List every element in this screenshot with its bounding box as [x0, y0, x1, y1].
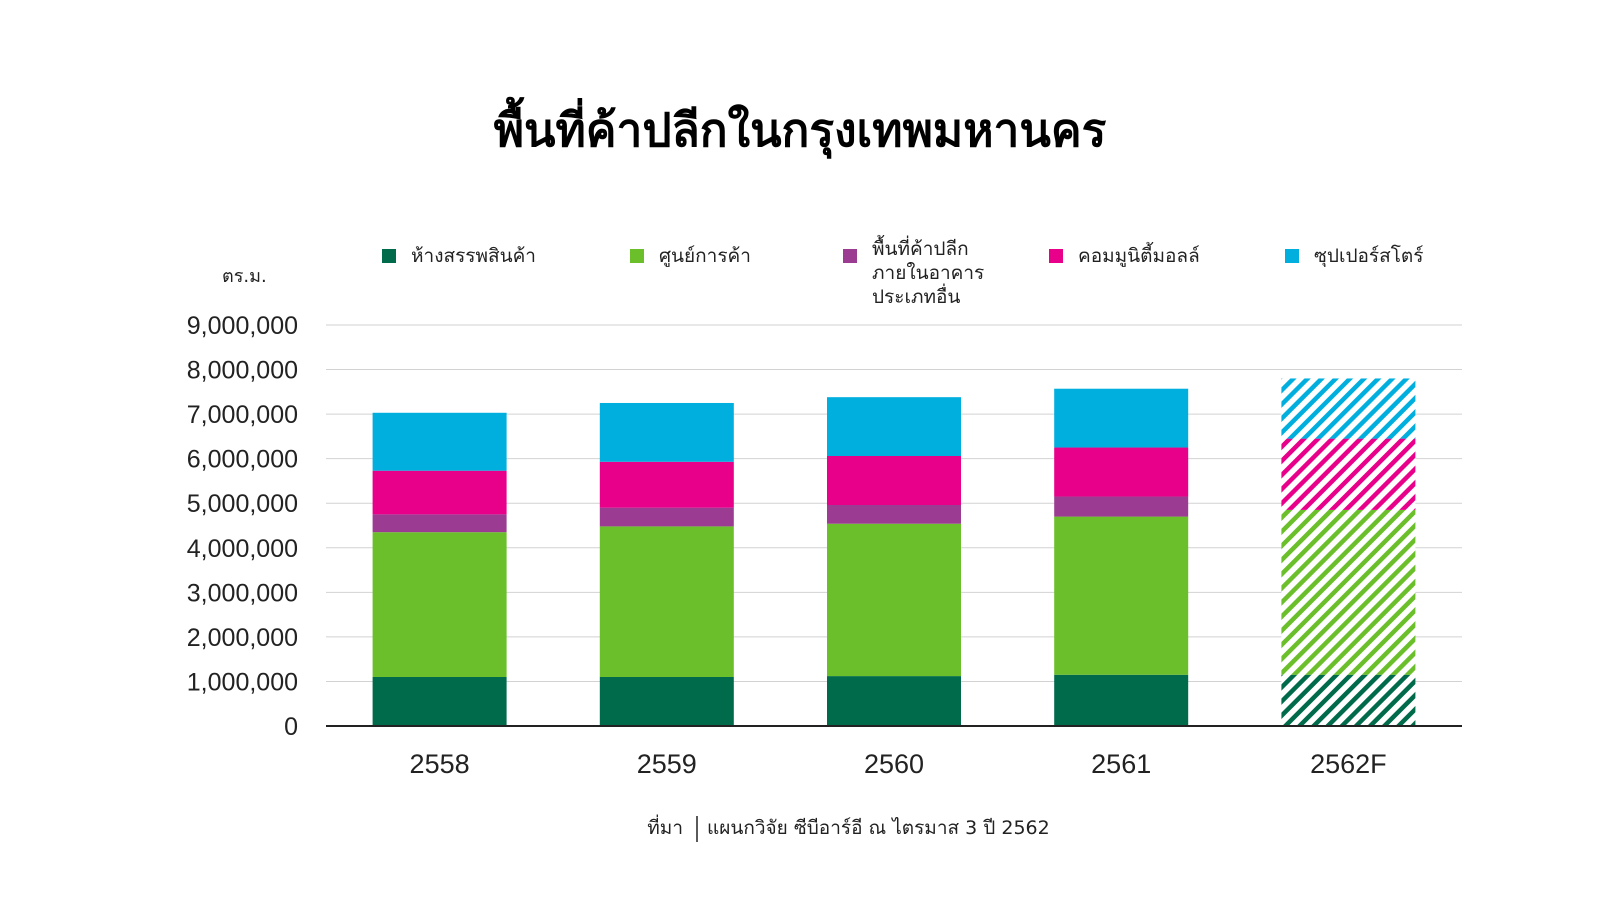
bar-segment	[1054, 388, 1189, 448]
bar-segment	[372, 676, 507, 726]
bar-segment	[1281, 378, 1416, 439]
legend-item: พื้นที่ค้าปลีกภายในอาคารประเภทอื่น	[843, 235, 984, 308]
x-axis-labels: 2558 2559 2560 2561 2562F	[410, 749, 1387, 779]
x-tick-label: 2559	[637, 749, 697, 779]
legend-swatch	[1049, 249, 1063, 263]
legend-label: ห้างสรรพสินค้า	[411, 245, 536, 267]
legend-swatch	[1285, 249, 1299, 263]
source-text: แผนกวิจัย ซีบีอาร์อี ณ ไตรมาส 3 ปี 2562	[707, 817, 1050, 839]
bar-segment	[1281, 509, 1416, 675]
bar-segment	[372, 532, 507, 677]
legend-label: ซุปเปอร์สโตร์	[1314, 244, 1423, 268]
chart-title: พื้นที่ค้าปลีกในกรุงเทพมหานคร	[494, 96, 1107, 159]
legend-swatch	[630, 249, 644, 263]
y-tick-label: 2,000,000	[187, 624, 298, 652]
bar-segment	[1054, 496, 1189, 517]
bar-segment	[372, 412, 507, 471]
bar-segment	[372, 514, 507, 533]
y-tick-label: 1,000,000	[187, 668, 298, 696]
legend-swatch	[843, 249, 857, 263]
legend-item: ศูนย์การค้า	[630, 245, 751, 267]
y-tick-label: 4,000,000	[187, 535, 298, 563]
bar-segment	[599, 507, 734, 527]
bar-segment	[827, 676, 961, 726]
bar-segment	[1281, 674, 1416, 726]
x-tick-label: 2561	[1091, 749, 1151, 779]
x-tick-label: 2562F	[1310, 749, 1387, 779]
bar-segment	[827, 455, 961, 506]
y-tick-label: 6,000,000	[187, 446, 298, 474]
bar-segment	[1054, 516, 1189, 675]
y-tick-label: 8,000,000	[187, 357, 298, 385]
bar-segment	[827, 523, 961, 677]
bar-stack-2562F	[1281, 378, 1416, 726]
bar-segment	[827, 505, 961, 524]
y-axis-ticks: 0 1,000,000 2,000,000 3,000,000 4,000,000 5,0…	[187, 312, 298, 741]
bar-segment	[1281, 438, 1416, 510]
bar-stack-2560	[827, 397, 961, 726]
y-tick-label: 7,000,000	[187, 401, 298, 429]
source-note: ที่มา แผนกวิจัย ซีบีอาร์อี ณ ไตรมาส 3 ปี…	[647, 814, 1050, 842]
bar-segment	[1054, 447, 1189, 497]
legend-label: คอมมูนิตี้มอลล์	[1078, 242, 1200, 267]
legend-label: พื้นที่ค้าปลีกภายในอาคารประเภทอื่น	[872, 235, 984, 308]
legend-swatch	[382, 249, 396, 263]
bar-segment	[372, 470, 507, 515]
bar-segment	[599, 676, 734, 726]
bar-segment	[599, 526, 734, 677]
source-label: ที่มา	[647, 814, 683, 839]
bars	[372, 378, 1416, 726]
bar-segment	[599, 461, 734, 508]
legend-item: ห้างสรรพสินค้า	[382, 245, 536, 267]
bar-stack-2559	[599, 402, 734, 726]
legend-item: คอมมูนิตี้มอลล์	[1049, 242, 1200, 267]
y-tick-label: 0	[284, 713, 298, 741]
bar-stack-2558	[372, 412, 507, 726]
legend: ห้างสรรพสินค้า ศูนย์การค้า พื้นที่ค้าปลีกภ…	[382, 235, 1423, 308]
x-tick-label: 2560	[864, 749, 924, 779]
legend-label: ศูนย์การค้า	[659, 245, 751, 267]
y-tick-label: 9,000,000	[187, 312, 298, 340]
bar-segment	[599, 402, 734, 462]
y-tick-label: 5,000,000	[187, 490, 298, 518]
legend-item: ซุปเปอร์สโตร์	[1285, 244, 1423, 268]
bar-stack-2561	[1054, 388, 1189, 726]
bar-segment	[1054, 674, 1189, 726]
x-tick-label: 2558	[410, 749, 470, 779]
y-axis-unit-label: ตร.ม.	[222, 266, 267, 287]
y-tick-label: 3,000,000	[187, 579, 298, 607]
bar-segment	[827, 397, 961, 456]
